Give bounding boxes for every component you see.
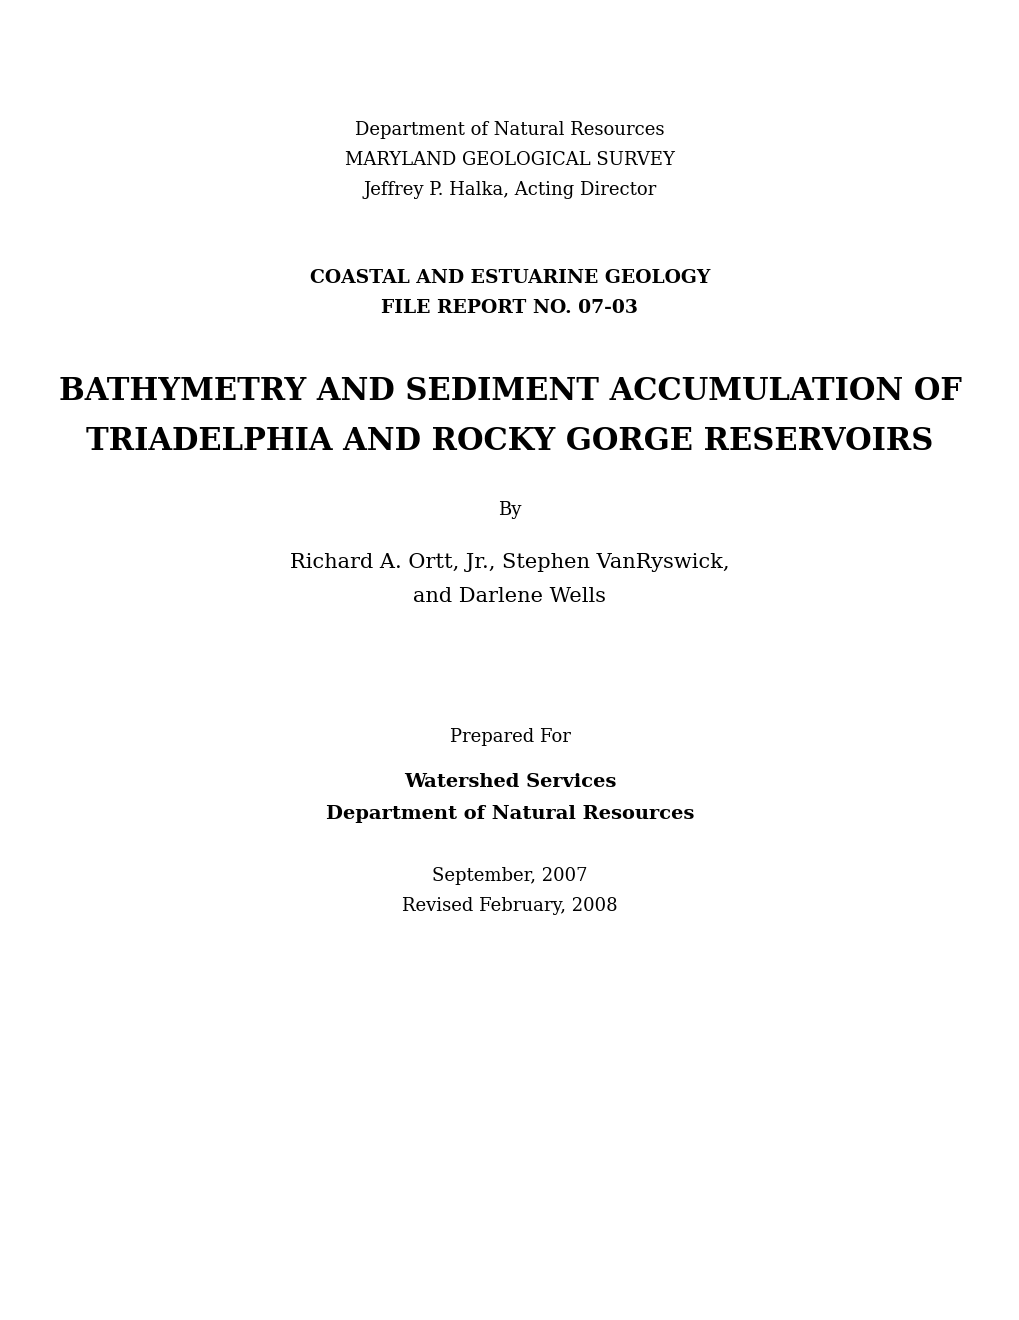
Text: MARYLAND GEOLOGICAL SURVEY: MARYLAND GEOLOGICAL SURVEY [344,150,675,169]
Text: and Darlene Wells: and Darlene Wells [413,587,606,606]
Text: Jeffrey P. Halka, Acting Director: Jeffrey P. Halka, Acting Director [363,181,656,199]
Text: BATHYMETRY AND SEDIMENT ACCUMULATION OF: BATHYMETRY AND SEDIMENT ACCUMULATION OF [58,376,961,408]
Text: Revised February, 2008: Revised February, 2008 [401,898,618,915]
Text: FILE REPORT NO. 07-03: FILE REPORT NO. 07-03 [381,300,638,317]
Text: September, 2007: September, 2007 [432,867,587,884]
Text: TRIADELPHIA AND ROCKY GORGE RESERVOIRS: TRIADELPHIA AND ROCKY GORGE RESERVOIRS [87,426,932,458]
Text: Department of Natural Resources: Department of Natural Resources [355,121,664,139]
Text: By: By [498,502,521,519]
Text: COASTAL AND ESTUARINE GEOLOGY: COASTAL AND ESTUARINE GEOLOGY [310,269,709,286]
Text: Watershed Services: Watershed Services [404,774,615,791]
Text: Department of Natural Resources: Department of Natural Resources [325,805,694,822]
Text: Prepared For: Prepared For [449,729,570,746]
Text: Richard A. Ortt, Jr., Stephen VanRyswick,: Richard A. Ortt, Jr., Stephen VanRyswick… [290,553,729,572]
